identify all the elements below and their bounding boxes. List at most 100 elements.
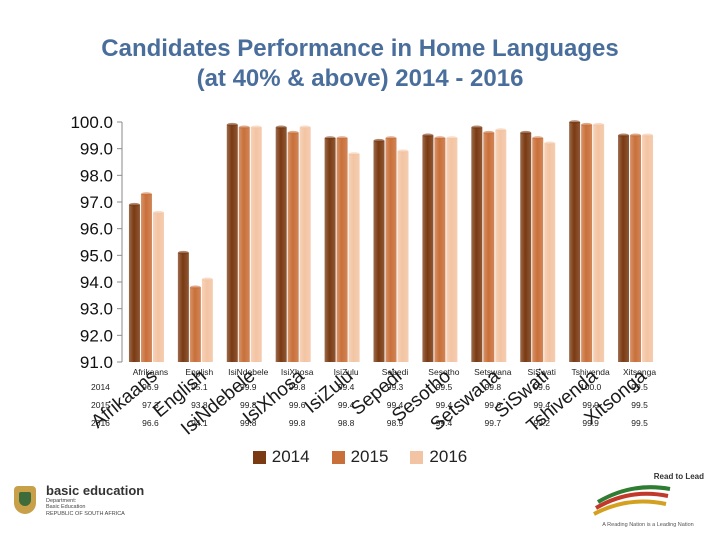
table-series-label: 2016	[91, 418, 110, 428]
bar-2015-isizulu	[336, 138, 348, 362]
category-label-isixhosa: IsiXhosa	[281, 367, 314, 377]
category-label-tshivenda: Tshivenda	[571, 367, 610, 377]
overlay-labels: Afrikaans English IsiNdebele IsiXhosa IsiZul…	[87, 365, 651, 439]
data-label: 99.8	[289, 418, 306, 428]
bar-cap	[250, 125, 262, 130]
data-label: 99.4	[338, 400, 355, 410]
bar-2016-sepedi	[397, 151, 409, 362]
y-tick-label: 95.0	[80, 246, 113, 265]
bar-2014-sesotho	[422, 135, 434, 362]
data-label: 99.9	[240, 382, 257, 392]
category-label-xitsonga: Xitsonga	[623, 367, 656, 377]
bar-2014-isindebele	[226, 124, 238, 363]
department-logo: basic education Department: Basic Educat…	[10, 480, 144, 520]
data-label: 99.7	[485, 418, 502, 428]
bar-cap	[140, 192, 152, 196]
coat-of-arms-icon	[10, 480, 40, 520]
read-to-lead-sub: A Reading Nation is a Leading Nation	[602, 522, 694, 528]
data-label: 98.9	[387, 418, 404, 428]
legend-label-2014: 2014	[271, 447, 310, 466]
data-label: 99.4	[533, 400, 550, 410]
bar-cap	[226, 122, 238, 127]
bar-2016-setswana	[495, 130, 507, 362]
y-tick-label: 99.0	[80, 140, 113, 159]
brand-sub3: REPUBLIC OF SOUTH AFRICA	[46, 510, 125, 517]
y-tick-label: 97.0	[80, 193, 113, 212]
bar-cap	[532, 136, 544, 140]
bar-cap	[238, 125, 250, 130]
bar-2014-xitsonga	[618, 135, 630, 362]
bar-2014-afrikaans	[128, 204, 140, 362]
legend-item-2014: 2014	[252, 447, 310, 467]
bar-2016-isindebele	[250, 127, 262, 362]
brand-sub1: Department:	[46, 497, 77, 504]
bar-cap	[348, 152, 360, 156]
bar-2016-isizulu	[348, 154, 360, 362]
chart-title-line1: Candidates Performance in Home Languages	[101, 35, 619, 62]
data-label: 99.8	[240, 400, 257, 410]
bar-2014-isixhosa	[275, 127, 287, 362]
data-label: 93.8	[191, 400, 208, 410]
bar-2014-tshivenda	[569, 122, 581, 362]
bar-cap	[642, 133, 654, 138]
data-label: 100.0	[580, 382, 602, 392]
bar-2016-english	[201, 279, 213, 362]
bar-2016-afrikaans	[152, 212, 164, 362]
category-label-sepedi: Sepedi	[382, 367, 409, 377]
bars-group	[128, 120, 654, 363]
bar-2015-english	[189, 287, 201, 362]
category-label-siswati: SiSwati	[528, 367, 556, 377]
bar-cap	[471, 125, 483, 130]
bar-cap	[569, 120, 581, 124]
data-label: 99.5	[436, 382, 453, 392]
bar-cap	[397, 149, 409, 154]
bar-2014-isizulu	[324, 138, 336, 362]
bar-cap	[544, 141, 556, 146]
data-label: 99.4	[387, 400, 404, 410]
table-series-label: 2014	[91, 382, 110, 392]
bar-cap	[495, 128, 507, 132]
bar-cap	[581, 122, 593, 127]
bar-cap	[128, 202, 140, 207]
y-tick-label: 92.0	[80, 326, 113, 345]
data-label: 99.4	[436, 400, 453, 410]
brand-name: basic education	[46, 482, 145, 498]
bar-2014-sepedi	[373, 140, 385, 362]
bar-2015-isindebele	[238, 127, 250, 362]
legend-swatch-2014	[252, 450, 266, 464]
data-label: 99.9	[582, 400, 599, 410]
y-tick-label: 96.0	[80, 220, 113, 239]
bar-cap	[630, 133, 642, 138]
bar-cap	[446, 136, 458, 140]
bar-cap	[299, 125, 311, 130]
data-label: 99.4	[436, 418, 453, 428]
bar-2015-xitsonga	[630, 135, 642, 362]
bar-cap	[520, 130, 532, 135]
bar-cap	[152, 210, 164, 215]
y-tick-label: 98.0	[80, 166, 113, 185]
data-label: 99.8	[485, 382, 502, 392]
bar-cap	[275, 125, 287, 130]
data-label: 99.9	[582, 418, 599, 428]
chart-title-line2: (at 40% & above) 2014 - 2016	[196, 65, 524, 92]
read-to-lead-logo: Read to Lead A Reading Nation is a Leadi…	[588, 470, 708, 532]
data-label: 99.6	[533, 382, 550, 392]
chart-title: Candidates Performance in Home Languages…	[20, 34, 700, 94]
data-label: 99.5	[631, 382, 648, 392]
legend-swatch-2016	[410, 450, 424, 464]
bar-2016-xitsonga	[642, 135, 654, 362]
bar-cap	[434, 136, 446, 140]
bar-2016-tshivenda	[593, 124, 605, 363]
bar-2015-isixhosa	[287, 132, 299, 362]
bar-cap	[189, 285, 201, 290]
y-axis: 100.0 99.0 98.0 97.0 96.0 95.0 94.0 93.0 92.0 91.…	[70, 113, 123, 372]
data-label: 99.4	[338, 382, 355, 392]
bar-cap	[336, 136, 348, 140]
bar-2015-siswati	[532, 138, 544, 362]
data-label: 99.2	[533, 418, 550, 428]
data-label: 99.8	[289, 382, 306, 392]
bar-2015-sepedi	[385, 138, 397, 362]
category-label-isizulu: IsiZulu	[334, 367, 359, 377]
data-label: 98.8	[338, 418, 355, 428]
category-label-afrikaans: Afrikaans	[133, 367, 168, 377]
